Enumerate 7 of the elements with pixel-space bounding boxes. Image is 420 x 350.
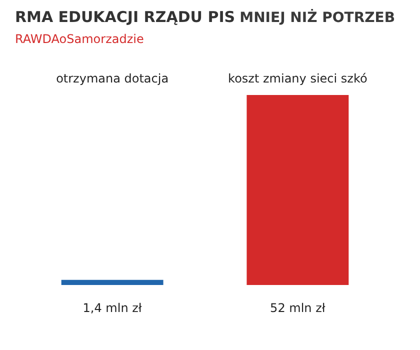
data-label: 1,4 mln zł [82,301,142,315]
x-tick-label: otrzymana dotacja [56,72,169,86]
text: MNIEJ NIŻ POTRZEB [240,8,395,26]
chart-title: RMA EDUKACJI RZĄDU PIS [15,8,236,26]
data-label: 52 mln zł [270,301,326,315]
x-tick-label: koszt zmiany sieci szkó [228,72,368,86]
chart-subtitle: RAWDAoSamorzadzie [15,32,144,46]
